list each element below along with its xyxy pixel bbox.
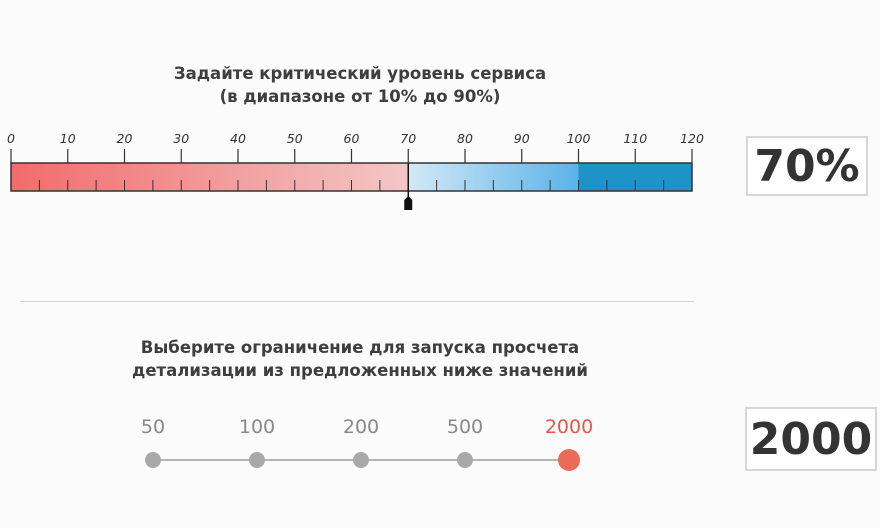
section-divider <box>20 301 694 302</box>
detail-limit-option-200[interactable] <box>353 452 369 468</box>
ruler-tick-label: 0 <box>7 131 15 146</box>
service-level-value-box: 70% <box>746 136 868 196</box>
detail-limit-option-label: 2000 <box>544 416 594 438</box>
detail-limit-option-100[interactable] <box>249 452 265 468</box>
ruler-tick-label: 70 <box>400 131 416 146</box>
ruler-tick-label: 100 <box>567 131 591 146</box>
ruler-tick-label: 120 <box>680 131 704 146</box>
detail-limit-selector[interactable]: 50 100 200 500 2000 <box>0 400 720 500</box>
service-level-ruler[interactable]: 0 10 20 30 40 50 60 70 80 90 100 110 120 <box>0 0 720 260</box>
detail-limit-option-label: 500 <box>446 416 484 438</box>
detail-limit-value: 2000 <box>749 413 873 465</box>
ruler-tick-label: 110 <box>623 131 647 146</box>
ruler-tick-label: 50 <box>287 131 303 146</box>
detail-limit-option-label: 200 <box>342 416 380 438</box>
detail-limit-heading: Выберите ограничение для запуска просчет… <box>0 336 720 382</box>
ruler-tick-label: 30 <box>173 131 189 146</box>
ruler-tick-label: 90 <box>514 131 530 146</box>
service-level-heading: Задайте критический уровень сервиса (в д… <box>0 62 720 108</box>
detail-limit-heading-line2: детализации из предложенных ниже значени… <box>132 361 588 380</box>
ruler-tick-label: 60 <box>344 131 360 146</box>
detail-limit-option-2000[interactable] <box>558 449 580 471</box>
detail-limit-option-50[interactable] <box>145 452 161 468</box>
service-level-heading-line2: (в диапазоне от 10% до 90%) <box>219 87 501 106</box>
detail-limit-option-500[interactable] <box>457 452 473 468</box>
ruler-tick-label: 10 <box>60 131 76 146</box>
detail-limit-option-label: 50 <box>140 416 166 438</box>
detail-limit-option-label: 100 <box>238 416 276 438</box>
ruler-tick-label: 40 <box>230 131 246 146</box>
service-level-value: 70% <box>754 140 860 192</box>
service-level-heading-line1: Задайте критический уровень сервиса <box>173 64 547 83</box>
ruler-handle[interactable] <box>404 196 413 210</box>
detail-limit-value-box: 2000 <box>745 407 877 471</box>
ruler-tick-label: 20 <box>117 131 133 146</box>
ruler-tick-label: 80 <box>457 131 473 146</box>
detail-limit-heading-line1: Выберите ограничение для запуска просчет… <box>140 338 580 357</box>
